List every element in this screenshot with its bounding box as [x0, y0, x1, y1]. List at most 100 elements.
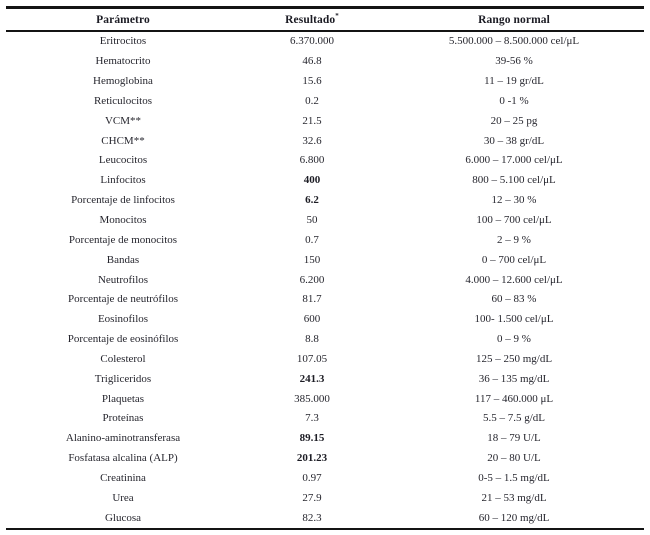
table-row: Fosfatasa alcalina (ALP) 201.23 20 – 80 U/… [6, 449, 644, 469]
normal-range-cell: 5.500.000 – 8.500.000 cel/μL [448, 35, 580, 48]
normal-range-cell: 100 – 700 cel/μL [476, 214, 552, 227]
parameter-cell: Eritrocitos [99, 35, 147, 48]
normal-range-cell: 4.000 – 12.600 cel/μL [465, 273, 563, 286]
result-cell: 400 [303, 174, 321, 187]
normal-range-cell: 5.5 – 7.5 g/dL [482, 412, 546, 425]
result-cell: 82.3 [302, 511, 322, 524]
result-cell: 0.7 [305, 233, 319, 246]
parameter-cell: Reticulocitos [93, 94, 153, 107]
table-row: Eosinofilos 600 100- 1.500 cel/μL [6, 310, 644, 330]
parameter-cell: Hematocrito [95, 55, 151, 68]
normal-range-cell: 100- 1.500 cel/μL [474, 313, 554, 326]
table-row: Eritrocitos 6.370.000 5.500.000 – 8.500.00… [6, 31, 644, 52]
table-row: VCM** 21.5 20 – 25 pg [6, 111, 644, 131]
result-cell: 89.15 [299, 432, 325, 445]
table-row: Plaquetas 385.000 117 – 460.000 μL [6, 389, 644, 409]
result-cell: 6.370.000 [290, 35, 334, 48]
table-row: Porcentaje de eosinófilos 8.8 0 – 9 % [6, 330, 644, 350]
normal-range-cell: 11 – 19 gr/dL [484, 75, 544, 88]
parameter-cell: Bandas [106, 253, 140, 266]
column-header-rango-normal: Rango normal [384, 7, 644, 32]
table-row: Proteínas 7.3 5.5 – 7.5 g/dL [6, 409, 644, 429]
parameter-cell: Neutrofilos [97, 273, 149, 286]
column-header-resultado: Resultado* [240, 7, 384, 32]
result-cell: 7.3 [305, 412, 319, 425]
parameter-cell: Plaquetas [101, 392, 145, 405]
result-cell: 8.8 [305, 333, 319, 346]
parameter-cell: Eosinofilos [97, 313, 149, 326]
parameter-cell: VCM** [104, 114, 142, 127]
table-header: Parámetro Resultado* Rango normal [6, 7, 644, 32]
table-row: Hemoglobina 15.6 11 – 19 gr/dL [6, 72, 644, 92]
parameter-cell: Colesterol [100, 352, 146, 365]
parameter-cell: Urea [112, 491, 134, 504]
parameter-cell: Glucosa [104, 511, 142, 524]
normal-range-cell: 125 – 250 mg/dL [475, 352, 553, 365]
result-cell: 15.6 [302, 75, 322, 88]
result-cell: 46.8 [302, 55, 322, 68]
result-cell: 241.3 [299, 372, 325, 385]
parameter-cell: Creatinina [100, 471, 146, 484]
lab-results-table: Parámetro Resultado* Rango normal Eritro… [6, 6, 644, 531]
normal-range-cell: 2 – 9 % [497, 233, 531, 246]
normal-range-cell: 20 – 80 U/L [487, 452, 541, 465]
normal-range-cell: 0 -1 % [499, 94, 529, 107]
table-row: Glucosa 82.3 60 – 120 mg/dL [6, 508, 644, 529]
parameter-cell: Fosfatasa alcalina (ALP) [68, 452, 178, 465]
table-row: Porcentaje de linfocitos 6.2 12 – 30 % [6, 191, 644, 211]
table-body: Eritrocitos 6.370.000 5.500.000 – 8.500.00… [6, 31, 644, 529]
parameter-cell: Porcentaje de neutrófilos [68, 293, 178, 306]
parameter-cell: Leucocitos [98, 154, 148, 167]
result-cell: 21.5 [302, 114, 322, 127]
normal-range-cell: 36 – 135 mg/dL [478, 372, 550, 385]
normal-range-cell: 117 – 460.000 μL [474, 392, 554, 405]
table-row: Colesterol 107.05 125 – 250 mg/dL [6, 350, 644, 370]
table-row: Bandas 150 0 – 700 cel/μL [6, 250, 644, 270]
result-cell: 600 [303, 313, 321, 326]
normal-range-cell: 60 – 120 mg/dL [478, 511, 550, 524]
normal-range-cell: 18 – 79 U/L [487, 432, 541, 445]
parameter-cell: CHCM** [101, 134, 145, 147]
normal-range-cell: 12 – 30 % [491, 194, 537, 207]
normal-range-cell: 60 – 83 % [491, 293, 537, 306]
table-row: Reticulocitos 0.2 0 -1 % [6, 92, 644, 112]
result-cell: 6.2 [305, 194, 319, 207]
table-row: CHCM** 32.6 30 – 38 gr/dL [6, 131, 644, 151]
result-cell: 107.05 [296, 352, 328, 365]
table-row: Urea 27.9 21 – 53 mg/dL [6, 488, 644, 508]
result-cell: 32.6 [302, 134, 322, 147]
column-header-parametro-label: Parámetro [96, 13, 150, 26]
normal-range-cell: 0-5 – 1.5 mg/dL [478, 471, 550, 484]
column-header-parametro: Parámetro [6, 7, 240, 32]
result-cell: 50 [306, 214, 318, 227]
parameter-cell: Alanino-aminotransferasa [65, 432, 181, 445]
normal-range-cell: 6.000 – 17.000 cel/μL [465, 154, 563, 167]
parameter-cell: Monocitos [99, 214, 147, 227]
table-row: Neutrofilos 6.200 4.000 – 12.600 cel/μL [6, 270, 644, 290]
normal-range-cell: 30 – 38 gr/dL [483, 134, 545, 147]
result-cell: 0.2 [305, 94, 319, 107]
table-row: Creatinina 0.97 0-5 – 1.5 mg/dL [6, 469, 644, 489]
result-cell: 0.97 [302, 471, 322, 484]
normal-range-cell: 0 – 9 % [497, 333, 531, 346]
column-header-rango-normal-label: Rango normal [478, 13, 550, 26]
result-cell: 201.23 [296, 452, 328, 465]
parameter-cell: Hemoglobina [93, 75, 153, 88]
table-row: Porcentaje de neutrófilos 81.7 60 – 83 % [6, 290, 644, 310]
result-cell: 6.200 [299, 273, 325, 286]
parameter-cell: Porcentaje de eosinófilos [67, 333, 179, 346]
resultado-footnote-marker: * [335, 11, 339, 20]
result-cell: 27.9 [302, 491, 322, 504]
table-row: Leucocitos 6.800 6.000 – 17.000 cel/μL [6, 151, 644, 171]
parameter-cell: Proteínas [102, 412, 144, 425]
parameter-cell: Linfocitos [100, 174, 146, 187]
table-row: Porcentaje de monocitos 0.7 2 – 9 % [6, 230, 644, 250]
table-row: Alanino-aminotransferasa 89.15 18 – 79 U/L [6, 429, 644, 449]
table-row: Hematocrito 46.8 39-56 % [6, 52, 644, 72]
table-row: Linfocitos 400 800 – 5.100 cel/μL [6, 171, 644, 191]
result-cell: 150 [303, 253, 321, 266]
header-row: Parámetro Resultado* Rango normal [6, 7, 644, 32]
normal-range-cell: 39-56 % [495, 55, 533, 68]
parameter-cell: Porcentaje de linfocitos [71, 194, 175, 207]
